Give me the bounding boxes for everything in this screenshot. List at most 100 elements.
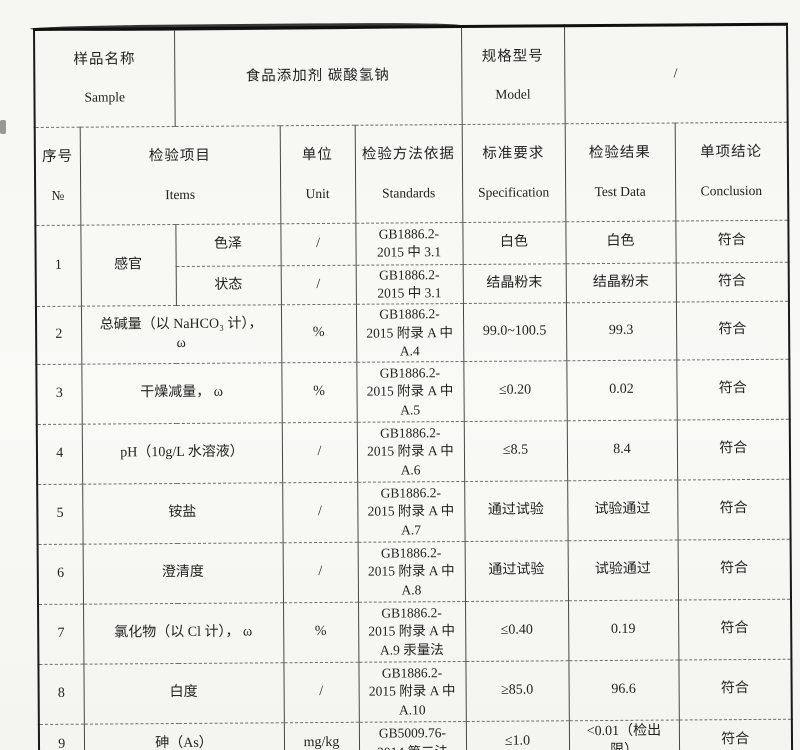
cell-result: 0.02 bbox=[566, 360, 677, 421]
col-header-unit: 单位 Unit bbox=[279, 125, 356, 224]
cell-spec: ≤1.0 bbox=[465, 720, 570, 750]
cell-item: 氯化物（以 Cl 计）， ω bbox=[83, 602, 284, 665]
cell-item: 干燥减量， ω bbox=[81, 362, 282, 425]
cell-result: 0.19 bbox=[568, 600, 679, 661]
cell-spec: 白色 bbox=[462, 221, 566, 265]
cell-spec: 通过试验 bbox=[464, 540, 569, 602]
table-row: 7 氯化物（以 Cl 计）， ω % GB1886.2- 2015 附录 A 中… bbox=[38, 599, 792, 665]
cell-result: 试验通过 bbox=[567, 480, 678, 541]
col-header-standards-cn: 检验方法依据 bbox=[361, 146, 455, 164]
model-label-cell: 规格型号 Model bbox=[461, 25, 565, 125]
cell-standard: GB1886.2- 2015 附录 A 中 A.4 bbox=[355, 303, 464, 363]
cell-standard: GB1886.2- 2015 附录 A 中 A.8 bbox=[357, 541, 466, 603]
cell-no: 6 bbox=[37, 544, 84, 605]
col-header-standards: 检验方法依据 Standards bbox=[354, 124, 463, 224]
cell-result: 试验通过 bbox=[567, 540, 679, 601]
model-value-cell: / bbox=[563, 24, 788, 125]
cell-conclusion: 符合 bbox=[677, 479, 791, 541]
col-header-items-en: Items bbox=[165, 186, 196, 202]
cell-item: 澄清度 bbox=[82, 542, 284, 605]
table-row: 4 pH（10g/L 水溶液） / GB1886.2- 2015 附录 A 中 … bbox=[36, 419, 791, 485]
cell-conclusion: 符合 bbox=[676, 419, 791, 481]
cell-item: 砷（As） bbox=[83, 722, 285, 750]
cell-result: 结晶粉末 bbox=[565, 262, 676, 304]
cell-standard: GB5009.76- 2014 第二法 bbox=[358, 721, 467, 750]
table-row: 6 澄清度 / GB1886.2- 2015 附录 A 中 A.8 通过试验 试… bbox=[37, 539, 792, 605]
cell-no: 4 bbox=[36, 424, 83, 485]
cell-no: 7 bbox=[38, 604, 84, 665]
cell-spec: 结晶粉末 bbox=[462, 263, 566, 304]
cell-item: 色泽 bbox=[175, 223, 281, 267]
sample-value-cell: 食品添加剂 碳酸氢钠 bbox=[174, 26, 462, 127]
cell-spec: 通过试验 bbox=[464, 480, 568, 542]
sample-label-cell: 样品名称 Sample bbox=[34, 28, 175, 128]
col-header-conclusion: 单项结论 Conclusion bbox=[674, 122, 789, 221]
cell-no: 5 bbox=[37, 484, 83, 545]
header-row-sample: 样品名称 Sample 食品添加剂 碳酸氢钠 规格型号 Model / bbox=[34, 24, 788, 128]
cell-no: 9 bbox=[38, 724, 85, 750]
cell-result: <0.01（检出 限） bbox=[568, 720, 680, 750]
col-header-no-cn: 序号 bbox=[42, 149, 74, 166]
cell-no: 1 bbox=[35, 225, 81, 307]
table-row: 3 干燥减量， ω % GB1886.2- 2015 附录 A 中 A.5 ≤0… bbox=[36, 359, 790, 425]
cell-unit: % bbox=[280, 304, 357, 363]
cell-spec: ≤8.5 bbox=[463, 420, 568, 482]
cell-standard: GB1886.2- 2015 附录 A 中 A.9 汞量法 bbox=[358, 601, 466, 663]
cell-conclusion: 符合 bbox=[675, 301, 790, 361]
cell-item-group: 感官 bbox=[80, 224, 176, 307]
model-label-cn: 规格型号 bbox=[481, 48, 544, 65]
cell-result: 白色 bbox=[565, 220, 676, 264]
cell-item: 总碱量（以 NaHCO₃ 计）， ω bbox=[80, 305, 282, 365]
col-header-no: 序号 № bbox=[34, 127, 81, 226]
col-header-spec-cn: 标准要求 bbox=[482, 145, 545, 163]
cell-conclusion: 符合 bbox=[675, 262, 789, 303]
cell-standard: GB1886.2- 2015 附录 A 中 A.6 bbox=[356, 421, 465, 483]
model-label-en: Model bbox=[495, 86, 531, 103]
sample-label-en: Sample bbox=[84, 89, 126, 105]
table-row: 9 砷（As） mg/kg GB5009.76- 2014 第二法 ≤1.0 <… bbox=[38, 719, 793, 750]
col-header-conclusion-en: Conclusion bbox=[700, 182, 763, 199]
cell-standard: GB1886.2- 2015 附录 A 中 A.5 bbox=[356, 361, 464, 423]
col-header-result-en: Test Data bbox=[594, 183, 646, 199]
col-header-items: 检验项目 Items bbox=[79, 126, 281, 226]
inspection-report-table: 样品名称 Sample 食品添加剂 碳酸氢钠 规格型号 Model / 序号 №… bbox=[33, 22, 794, 750]
table-row: 2 总碱量（以 NaHCO₃ 计）， ω % GB1886.2- 2015 附录… bbox=[35, 301, 790, 365]
cell-spec: ≥85.0 bbox=[465, 660, 569, 722]
col-header-specification: 标准要求 Specification bbox=[461, 124, 566, 223]
cell-no: 3 bbox=[36, 364, 82, 425]
col-header-result: 检验结果 Test Data bbox=[564, 123, 676, 222]
cell-unit: / bbox=[282, 482, 358, 543]
cell-standard: GB1886.2- 2015 附录 A 中 A.10 bbox=[358, 661, 466, 723]
cell-standard: GB1886.2- 2015 中 3.1 bbox=[355, 264, 463, 305]
col-header-standards-en: Standards bbox=[381, 184, 436, 201]
col-header-conclusion-cn: 单项结论 bbox=[700, 144, 763, 161]
report-table-sheet: 样品名称 Sample 食品添加剂 碳酸氢钠 规格型号 Model / 序号 №… bbox=[33, 22, 794, 750]
col-header-spec-en: Specification bbox=[477, 184, 550, 200]
scan-edge-mark bbox=[0, 120, 6, 134]
cell-conclusion: 符合 bbox=[675, 220, 789, 263]
cell-item: 白度 bbox=[83, 662, 284, 725]
cell-unit: % bbox=[281, 362, 357, 423]
cell-conclusion: 符合 bbox=[677, 539, 792, 601]
header-row-columns: 序号 № 检验项目 Items 单位 Unit 检验方法依据 Standards… bbox=[34, 122, 789, 226]
cell-unit: / bbox=[280, 265, 356, 306]
cell-item: 状态 bbox=[175, 265, 281, 306]
cell-spec: ≤0.40 bbox=[465, 600, 569, 662]
cell-conclusion: 符合 bbox=[678, 599, 792, 661]
cell-result: 99.3 bbox=[565, 302, 677, 361]
cell-unit: / bbox=[283, 662, 359, 723]
cell-standard: GB1886.2- 2015 附录 A 中 A.7 bbox=[357, 481, 465, 543]
cell-spec: 99.0~100.5 bbox=[462, 303, 567, 362]
table-row: 5 铵盐 / GB1886.2- 2015 附录 A 中 A.7 通过试验 试验… bbox=[37, 479, 791, 545]
cell-unit: / bbox=[281, 422, 358, 483]
cell-conclusion: 符合 bbox=[678, 719, 793, 750]
col-header-result-cn: 检验结果 bbox=[588, 145, 651, 162]
col-header-unit-en: Unit bbox=[305, 185, 330, 201]
col-header-items-cn: 检验项目 bbox=[148, 148, 211, 165]
cell-conclusion: 符合 bbox=[678, 659, 792, 721]
col-header-no-en: № bbox=[51, 187, 65, 203]
cell-result: 96.6 bbox=[568, 660, 679, 721]
cell-item: 铵盐 bbox=[82, 482, 283, 545]
cell-result: 8.4 bbox=[566, 420, 678, 481]
